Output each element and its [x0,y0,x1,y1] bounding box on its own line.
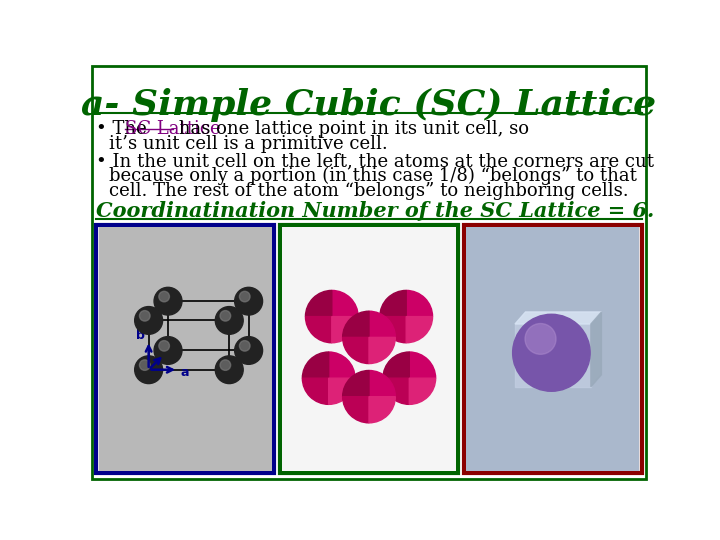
Wedge shape [369,311,395,338]
Wedge shape [329,352,355,378]
Circle shape [135,356,163,383]
Circle shape [140,310,150,321]
Circle shape [135,307,163,334]
Wedge shape [332,316,358,343]
FancyBboxPatch shape [91,66,647,479]
FancyBboxPatch shape [99,227,271,470]
Wedge shape [305,291,332,316]
Text: because only a portion (in this case 1/8) “belongs” to that: because only a portion (in this case 1/8… [109,167,636,185]
Wedge shape [369,338,395,363]
Wedge shape [406,291,433,316]
Circle shape [240,341,250,351]
Circle shape [525,323,556,354]
FancyBboxPatch shape [467,227,639,470]
Wedge shape [343,311,369,338]
Wedge shape [302,378,329,404]
Wedge shape [406,316,433,343]
Circle shape [154,287,182,315]
Wedge shape [305,316,332,343]
Wedge shape [329,378,355,404]
Circle shape [140,360,150,370]
Wedge shape [409,378,436,404]
Wedge shape [369,397,395,423]
Circle shape [159,291,169,302]
Wedge shape [343,338,369,363]
Circle shape [220,360,230,370]
Text: has one lattice point in its unit cell, so: has one lattice point in its unit cell, … [173,120,529,138]
FancyBboxPatch shape [96,225,274,473]
Polygon shape [515,312,601,324]
Text: cell. The rest of the atom “belongs” to neighboring cells.: cell. The rest of the atom “belongs” to … [109,182,629,200]
Text: c: c [165,341,172,354]
Text: • In the unit cell on the left, the atoms at the corners are cut: • In the unit cell on the left, the atom… [96,153,654,171]
Wedge shape [380,291,406,316]
Text: b: b [136,329,145,342]
Circle shape [159,341,169,351]
Text: SC Lattice: SC Lattice [125,120,220,138]
Wedge shape [302,352,329,378]
Text: a- Simple Cubic (SC) Lattice: a- Simple Cubic (SC) Lattice [81,88,657,122]
Circle shape [215,356,243,383]
Circle shape [154,336,182,365]
Wedge shape [383,352,409,378]
Wedge shape [383,378,409,404]
Wedge shape [332,291,358,316]
Text: it’s unit cell is a primitive cell.: it’s unit cell is a primitive cell. [109,135,387,153]
Circle shape [240,291,250,302]
Circle shape [215,307,243,334]
FancyBboxPatch shape [280,225,458,473]
Polygon shape [515,324,591,387]
Wedge shape [409,352,436,378]
Wedge shape [369,370,395,397]
FancyBboxPatch shape [464,225,642,473]
Circle shape [220,310,230,321]
Text: • The: • The [96,120,153,138]
Text: a: a [181,366,189,379]
FancyBboxPatch shape [282,227,456,470]
Text: Coordinatination Number of the SC Lattice = 6.: Coordinatination Number of the SC Lattic… [96,201,654,221]
Polygon shape [591,312,601,387]
Circle shape [235,336,263,365]
Circle shape [235,287,263,315]
Wedge shape [343,370,369,397]
Circle shape [513,314,590,392]
Wedge shape [380,316,406,343]
Wedge shape [343,397,369,423]
